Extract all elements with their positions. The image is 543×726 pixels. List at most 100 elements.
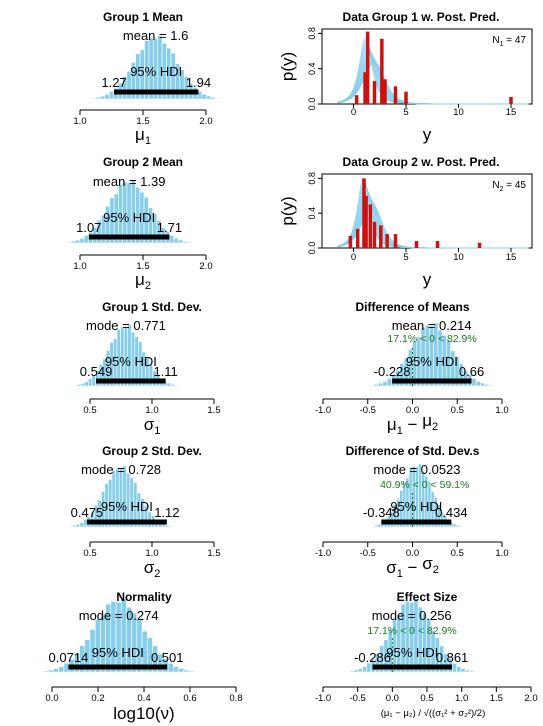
x-tick-label: 1.0: [455, 693, 468, 704]
x-axis-label: y: [423, 270, 432, 289]
postpred-curve: [337, 62, 529, 105]
panel-title: Group 2 Std. Dev.: [102, 444, 202, 458]
hist-bar: [79, 238, 85, 244]
hist-bar: [456, 666, 462, 673]
hdi-label: 95% HDI: [103, 210, 155, 225]
hist-bar: [53, 668, 60, 673]
hist-bar: [70, 240, 76, 244]
x-axis-label: μ1: [135, 125, 151, 147]
hist-bar: [182, 241, 188, 244]
x-axis-label: y: [423, 125, 432, 144]
hist-bar: [79, 522, 84, 528]
hist-panel-normality: 0.0 0.2 0.4 0.6 0.8 Normality mode = 0.274 95% …: [37, 590, 243, 723]
hist-bar: [353, 669, 359, 673]
panel-title: Group 1 Mean: [103, 10, 183, 24]
sample-size-label: N1 = 47: [492, 35, 526, 48]
x-axis-label-part: −: [403, 415, 422, 434]
hist-bar: [374, 524, 379, 528]
y-tick-label: 0.0: [307, 242, 317, 255]
x-axis-label-part: μ: [135, 125, 145, 144]
hist-bar: [88, 378, 93, 387]
hdi-label: 95% HDI: [105, 354, 157, 369]
stat-label: mean = 1.6: [123, 28, 188, 43]
compare-label: 17.1% < 0 < 82.9%: [387, 333, 476, 345]
hist-bar: [91, 97, 97, 100]
x-axis-label-subscript: 1: [397, 425, 403, 437]
x-axis-label-subscript: 2: [433, 564, 439, 576]
hist-bar: [173, 384, 179, 387]
x-tick-label: 1.0: [73, 261, 86, 272]
hist-bar: [75, 239, 81, 244]
hist-bar: [480, 382, 485, 387]
x-tick-label: -0.5: [360, 405, 376, 416]
hist-bar: [80, 382, 86, 387]
hist-bar: [42, 670, 49, 673]
compare-label: 40.9% < 0 < 59.1%: [380, 479, 469, 491]
stat-label: mode = 0.771: [86, 318, 166, 333]
hist-bar: [58, 666, 65, 673]
hist-panel-effect-size: 17.1% < 0 < 82.9% -1.0 -0.5 0.0 0.5 1.0 1.5 2.0…: [315, 590, 538, 719]
x-tick-label: 0.0: [406, 405, 419, 416]
hist-bar: [369, 384, 375, 387]
hist-bar: [165, 525, 170, 528]
compare-label: 17.1% < 0 < 82.9%: [367, 625, 456, 637]
x-tick-label: -1.0: [315, 693, 331, 704]
hist-bar: [378, 382, 384, 387]
hdi-label: 95% HDI: [390, 499, 442, 514]
hist-panel-diff-sds: 40.9% < 0 < 59.1% -1.0 -0.5 0.0 0.5 1.0 Differ…: [315, 444, 509, 580]
x-axis-label: log10(ν): [113, 704, 174, 723]
sample-size-value: = 45: [503, 180, 526, 191]
hdi-high-label: 0.66: [459, 364, 484, 379]
hist-bar: [371, 525, 375, 528]
x-tick-label: 1.0: [145, 405, 158, 416]
hist-bar: [170, 384, 175, 387]
hist-bar: [210, 97, 216, 100]
hist-bar: [345, 671, 350, 673]
sample-size-subscript: 2: [500, 186, 504, 193]
hist-bar: [83, 235, 89, 244]
x-tick-label: 0.5: [83, 548, 96, 559]
x-tick-label: 1.5: [136, 116, 149, 127]
x-tick-label: 0.5: [420, 693, 433, 704]
hist-bar: [408, 468, 413, 528]
x-axis-label-part: log10(ν): [113, 704, 174, 723]
hist-bar: [68, 525, 73, 528]
hdi-low-label: 0.549: [80, 364, 113, 379]
hdi-high-label: 1.11: [153, 364, 177, 379]
hist-panel-diff-means: 17.1% < 0 < 82.9% -1.0 -0.5 0.0 0.5 1.0 Differ…: [315, 300, 509, 437]
hist-bar: [386, 378, 392, 387]
x-tick-label: 0.5: [83, 405, 96, 416]
x-axis-label-part: σ: [422, 554, 433, 573]
panel-title: Group 2 Mean: [103, 155, 183, 169]
hist-bar: [166, 382, 171, 387]
hist-panel-g2-mean: 1.0 1.5 2.0 Group 2 Mean mean = 1.39 95% HDI1…: [66, 155, 213, 292]
panel-title: Difference of Std. Dev.s: [346, 444, 480, 458]
hist-bar: [95, 96, 101, 100]
x-tick-label: 2.0: [524, 693, 537, 704]
x-axis-label-subscript: 2: [154, 568, 160, 580]
x-tick-label: 2.0: [199, 116, 212, 127]
x-tick-label: 1.5: [490, 693, 503, 704]
hist-bar: [37, 671, 44, 673]
x-axis-label-part: μ: [135, 270, 145, 289]
hist-bar: [84, 381, 89, 387]
hdi-low-label: 0.0714: [49, 650, 89, 665]
y-axis-label: p(y): [278, 52, 297, 81]
hist-bar: [108, 91, 114, 100]
hist-bar: [484, 384, 490, 387]
sample-size-n: N: [492, 35, 499, 46]
stat-label: mode = 0.274: [79, 608, 159, 623]
stat-label: mode = 0.0523: [373, 462, 460, 477]
hdi-low-label: -0.286: [354, 650, 391, 665]
hist-bar: [396, 614, 402, 673]
x-tick-label: 10: [453, 107, 464, 118]
hist-bar: [464, 669, 470, 673]
hist-bar: [83, 519, 88, 528]
hist-bar: [473, 671, 479, 673]
x-tick-label: 0.2: [91, 693, 104, 704]
postpred-panel-postpred-2: 0 5 10 15 0.0 0.4 0.8 Data Group 2 w. Post. Pre…: [278, 155, 533, 289]
x-tick-label: 0.8: [229, 693, 242, 704]
hdi-label: 95% HDI: [386, 645, 438, 660]
stat-label: mean = 1.39: [93, 174, 166, 189]
hist-bar: [374, 383, 379, 387]
